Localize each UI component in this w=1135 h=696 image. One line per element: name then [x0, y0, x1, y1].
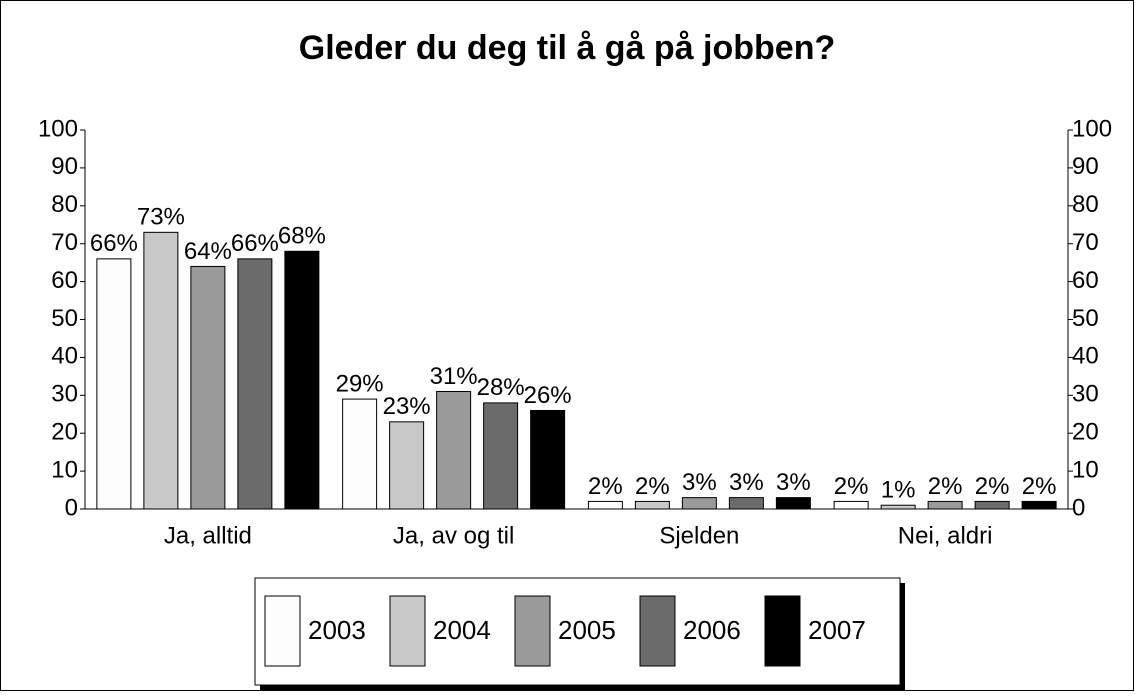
bar: [634, 500, 670, 510]
y-tick-label: 90: [51, 153, 78, 180]
y-tick-label: 50: [51, 305, 78, 332]
y2-tick-label: 90: [1072, 153, 1099, 180]
bar: [587, 500, 623, 510]
y-tick-label: 10: [51, 456, 78, 483]
bar: [833, 500, 869, 510]
y-tick-label: 40: [51, 343, 78, 370]
bar: [284, 250, 320, 510]
bar: [681, 497, 717, 510]
legend-label: 2007: [808, 615, 866, 645]
legend-label: 2005: [558, 615, 616, 645]
legend-label: 2003: [308, 615, 366, 645]
data-label: 2%: [834, 473, 869, 500]
y-tick-label: 70: [51, 229, 78, 256]
bar: [927, 500, 963, 510]
y-tick-label: 80: [51, 191, 78, 218]
bar: [436, 391, 472, 510]
y-tick-label: 60: [51, 267, 78, 294]
data-label: 23%: [383, 393, 431, 420]
data-label: 28%: [477, 374, 525, 401]
bar: [974, 500, 1010, 510]
y-tick-label: 0: [65, 494, 78, 521]
x-tick-label: Ja, av og til: [393, 522, 514, 549]
y2-tick-label: 0: [1072, 494, 1085, 521]
y2-tick-label: 100: [1072, 115, 1112, 142]
legend-label: 2004: [433, 615, 491, 645]
data-label: 73%: [137, 204, 185, 231]
legend-swatch: [389, 595, 426, 667]
bar: [530, 409, 566, 510]
data-label: 66%: [231, 230, 279, 257]
y-tick-label: 100: [38, 115, 78, 142]
data-label: 2%: [928, 473, 963, 500]
legend-label: 2006: [683, 615, 741, 645]
data-label: 1%: [881, 477, 916, 504]
y2-tick-label: 70: [1072, 229, 1099, 256]
y-tick-label: 30: [51, 381, 78, 408]
bar: [389, 421, 425, 510]
x-tick-label: Nei, aldri: [898, 522, 993, 549]
legend-swatch: [264, 595, 301, 667]
bar: [96, 258, 132, 510]
bar: [342, 398, 378, 510]
data-label: 2%: [1022, 473, 1057, 500]
y2-tick-label: 30: [1072, 381, 1099, 408]
bar: [880, 504, 916, 510]
legend-swatch: [514, 595, 551, 667]
y2-tick-label: 60: [1072, 267, 1099, 294]
y2-tick-label: 10: [1072, 456, 1099, 483]
bar: [775, 497, 811, 510]
data-label: 2%: [975, 473, 1010, 500]
data-label: 3%: [682, 469, 717, 496]
bar: [728, 497, 764, 510]
x-tick-label: Sjelden: [659, 522, 739, 549]
bar: [190, 265, 226, 510]
y2-tick-label: 40: [1072, 343, 1099, 370]
legend-swatch: [764, 595, 801, 667]
bar: [143, 231, 179, 510]
data-label: 2%: [588, 473, 623, 500]
y-tick-label: 20: [51, 419, 78, 446]
data-label: 68%: [278, 223, 326, 250]
y2-tick-label: 80: [1072, 191, 1099, 218]
bar: [1021, 500, 1057, 510]
legend-swatch: [639, 595, 676, 667]
y2-tick-label: 20: [1072, 419, 1099, 446]
bar: [483, 402, 519, 510]
data-label: 26%: [524, 382, 572, 409]
y2-tick-label: 50: [1072, 305, 1099, 332]
bar: [237, 258, 273, 510]
data-label: 31%: [430, 363, 478, 390]
data-label: 66%: [90, 230, 138, 257]
chart-title: Gleder du deg til å gå på jobben?: [299, 29, 836, 67]
data-label: 3%: [776, 469, 811, 496]
data-label: 64%: [184, 238, 232, 265]
data-label: 29%: [336, 370, 384, 397]
data-label: 3%: [729, 469, 764, 496]
data-label: 2%: [635, 473, 670, 500]
x-tick-label: Ja, alltid: [164, 522, 252, 549]
